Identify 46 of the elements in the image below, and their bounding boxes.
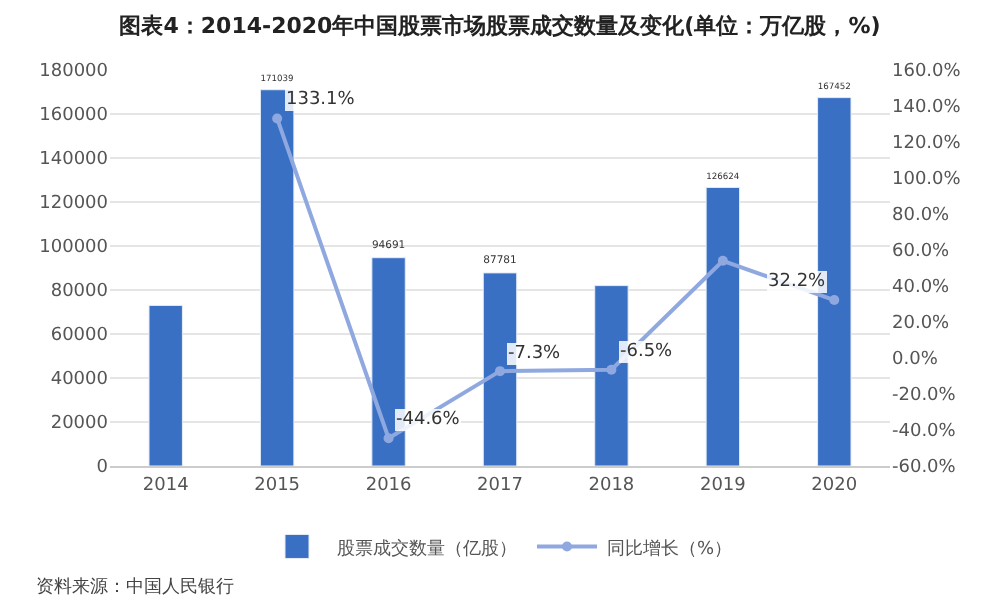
- y2-tick-label: 0.0%: [892, 350, 939, 371]
- y-tick-label: 80000: [50, 282, 109, 303]
- text: 资料来源：中国人民银行: [36, 576, 234, 598]
- y2-tick-label: -20.0%: [892, 386, 957, 407]
- x-tick-label: 2019: [699, 475, 747, 496]
- data-label: -6.5%: [620, 342, 674, 362]
- y-tick-label: 140000: [39, 150, 109, 171]
- x-tick-label: 2018: [588, 475, 635, 496]
- y2-tick-label: 160.0%: [892, 62, 962, 83]
- y-tick-label: 60000: [50, 326, 109, 347]
- data-label: 32.2%: [768, 272, 827, 292]
- x-tick-label: 2015: [254, 475, 301, 496]
- point: [495, 366, 505, 377]
- y2-tick-label: -60.0%: [892, 458, 957, 479]
- y2-tick-label: -40.0%: [892, 422, 957, 443]
- point: [829, 295, 840, 306]
- y-tick-label: 180000: [39, 62, 109, 83]
- y2-tick-label: 20.0%: [892, 314, 951, 335]
- data-label: -44.6%: [396, 410, 461, 430]
- point: [272, 113, 283, 124]
- y-tick-label: 120000: [39, 194, 109, 215]
- data-label: -7.3%: [508, 344, 562, 364]
- y-tick-label: 20000: [50, 414, 109, 435]
- y2-tick-label: 80.0%: [892, 206, 951, 227]
- x-tick-label: 2017: [477, 475, 523, 496]
- x-tick-label: 2020: [811, 475, 858, 496]
- y2-tick-label: 140.0%: [892, 98, 962, 119]
- y2-tick-label: 40.0%: [892, 278, 951, 299]
- bar: [148, 304, 183, 466]
- y2-tick-label: 60.0%: [892, 242, 951, 263]
- point: [383, 433, 394, 444]
- x-tick-label: 2016: [365, 475, 413, 496]
- y-tick-label: 40000: [50, 370, 109, 391]
- y-tick-label: 0: [96, 458, 109, 479]
- chart-title: 图表4：2014-2020年中国股票市场股票成交数量及变化(单位：万亿股，%): [119, 13, 881, 40]
- point: [717, 255, 728, 266]
- legend-label: 股票成交数量（亿股）: [337, 537, 517, 560]
- y-tick-label: 100000: [39, 238, 109, 259]
- point: [606, 364, 617, 375]
- bar: [705, 186, 741, 466]
- data-label: 133.1%: [286, 90, 356, 110]
- y2-tick-label: 100.0%: [892, 170, 962, 191]
- y2-tick-label: 120.0%: [892, 134, 962, 155]
- x-tick-label: 2014: [142, 475, 190, 496]
- legend-label: 同比增长（%）: [607, 537, 733, 560]
- y-tick-label: 160000: [39, 106, 109, 127]
